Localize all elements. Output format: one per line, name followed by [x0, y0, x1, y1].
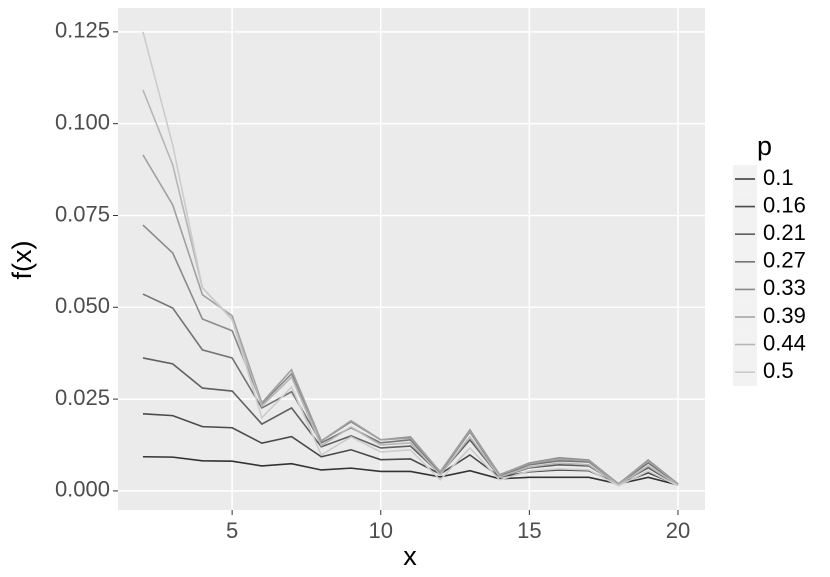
y-tick-label: 0.100: [55, 109, 110, 134]
legend-label: 0.16: [763, 192, 806, 217]
line: [142, 357, 679, 486]
line: [142, 293, 679, 485]
x-tick-label: 5: [226, 518, 238, 543]
legend-label: 0.21: [763, 220, 806, 245]
line: [142, 154, 679, 485]
y-tick-label: 0.000: [55, 477, 110, 502]
legend-label: 0.33: [763, 275, 806, 300]
y-tick-label: 0.050: [55, 293, 110, 318]
legend-label: 0.39: [763, 303, 806, 328]
panel: [118, 8, 705, 510]
legend-label: 0.5: [763, 358, 794, 383]
x-axis-title: x: [403, 541, 417, 571]
x-tick-label: 15: [517, 518, 541, 543]
x-tick-label: 20: [666, 518, 690, 543]
y-tick-label: 0.075: [55, 201, 110, 226]
legend-title: p: [757, 131, 772, 161]
y-tick-label: 0.025: [55, 385, 110, 410]
legend-label: 0.27: [763, 248, 806, 273]
legend-label: 0.1: [763, 165, 794, 190]
y-axis-title: f(x): [7, 241, 37, 280]
x-tick-label: 10: [368, 518, 392, 543]
line: [142, 455, 679, 486]
line: [142, 31, 679, 487]
y-tick-label: 0.125: [55, 18, 110, 43]
legend-label: 0.44: [763, 330, 806, 355]
